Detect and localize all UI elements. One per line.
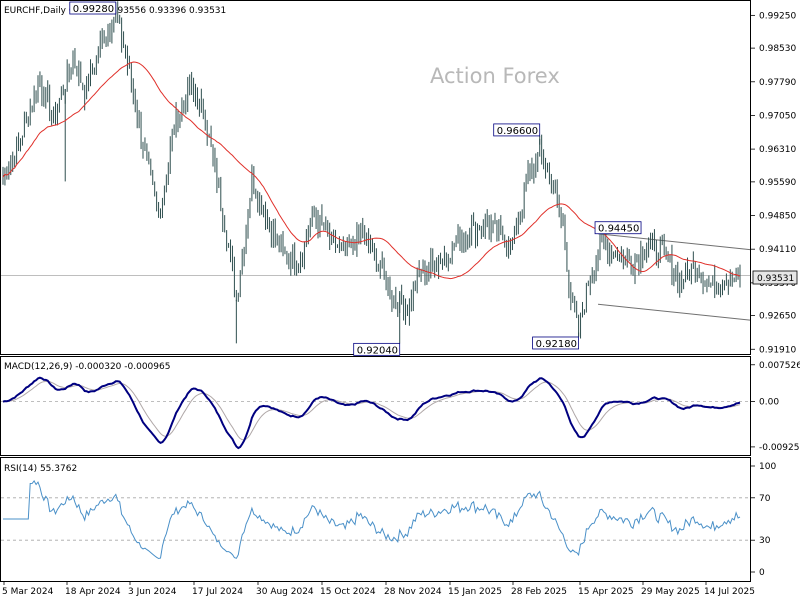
main-y-tick-label: 0.97050 (759, 111, 796, 121)
moving-average-line (2, 61, 741, 280)
main-y-tick-label: 0.95590 (759, 178, 796, 188)
macd-header: MACD(12,26,9) -0.000320 -0.000965 (4, 362, 170, 372)
x-tick-label: 3 Jun 2024 (128, 587, 177, 597)
x-tick-label: 15 Jan 2025 (448, 587, 502, 597)
macd-signal-line (2, 380, 741, 441)
x-tick-label: 18 Apr 2024 (65, 587, 121, 597)
callout-label: 0.94450 (598, 224, 639, 235)
callout-label: 0.92040 (357, 345, 398, 356)
rsi-line (3, 479, 741, 560)
watermark: Action Forex (430, 64, 560, 88)
x-tick-label: 28 Nov 2024 (384, 587, 442, 597)
macd-y-tick-label: 0.007526 (759, 361, 800, 371)
x-tick-label: 30 Aug 2024 (256, 587, 314, 597)
x-axis-ticks: 5 Mar 2024 18 Apr 2024 3 Jun 2024 17 Jul 20… (2, 581, 755, 597)
x-tick-label: 14 Jul 2025 (704, 587, 755, 597)
callout-label: 0.99280 (73, 4, 114, 15)
x-tick-label: 28 Feb 2025 (511, 587, 567, 597)
callout-box (69, 1, 117, 15)
main-y-tick-label: 0.92650 (759, 312, 796, 322)
main-y-tick-label: 0.98530 (759, 44, 796, 54)
x-tick-label: 5 Mar 2024 (2, 587, 54, 597)
main-y-tick-label: 0.94110 (759, 245, 796, 255)
callout-label: 0.92180 (536, 339, 577, 350)
main-y-tick-label: 0.96310 (759, 145, 796, 155)
main-y-tick-label: 0.91910 (759, 345, 796, 355)
trend-channel (597, 233, 751, 321)
channel-upper (597, 233, 751, 251)
macd-panel (0, 356, 751, 456)
rsi-y-tick-label: 100 (759, 462, 776, 472)
rsi-y-tick-label: 30 (759, 536, 771, 546)
callout-box (594, 221, 642, 235)
x-tick-label: 15 Oct 2024 (320, 587, 376, 597)
rsi-y-tick-label: 70 (759, 494, 771, 504)
x-tick-label: 15 Apr 2025 (578, 587, 634, 597)
macd-lines (2, 376, 741, 450)
grid-lines (1, 275, 750, 541)
rsi-panel (0, 457, 751, 582)
x-tick-label: 29 May 2025 (641, 587, 700, 597)
y-axis-ticks: 0.99250 0.98530 0.97790 0.97050 0.96310 0.955… (750, 11, 800, 578)
main-y-tick-label: 0.99250 (759, 11, 796, 21)
macd-line (2, 376, 741, 450)
callout-label: 0.96600 (497, 126, 538, 137)
main-y-tick-label: 0.97790 (759, 78, 796, 88)
x-tick-label: 17 Jul 2024 (192, 587, 243, 597)
rsi-y-tick-label: 0 (759, 568, 765, 578)
moving-average (2, 61, 741, 280)
macd-y-tick-label: 0.00 (759, 398, 779, 408)
main-y-tick-label: 0.94850 (759, 212, 796, 222)
callout-box (532, 336, 579, 350)
callout-box (493, 123, 541, 137)
main-panel (0, 0, 751, 355)
callout-box (353, 342, 401, 356)
rsi-line (3, 479, 741, 560)
price-callouts: 0.99280 0.92040 0.96600 0.94450 0.92180 (69, 1, 642, 356)
price-tag-box (752, 270, 798, 285)
price-tag: 0.93531 (757, 274, 794, 284)
channel-lower (597, 303, 751, 321)
rsi-header: RSI(14) 55.3762 (4, 464, 77, 474)
price-bars (2, 1, 741, 344)
macd-y-tick-label: -0.009252 (759, 443, 800, 453)
